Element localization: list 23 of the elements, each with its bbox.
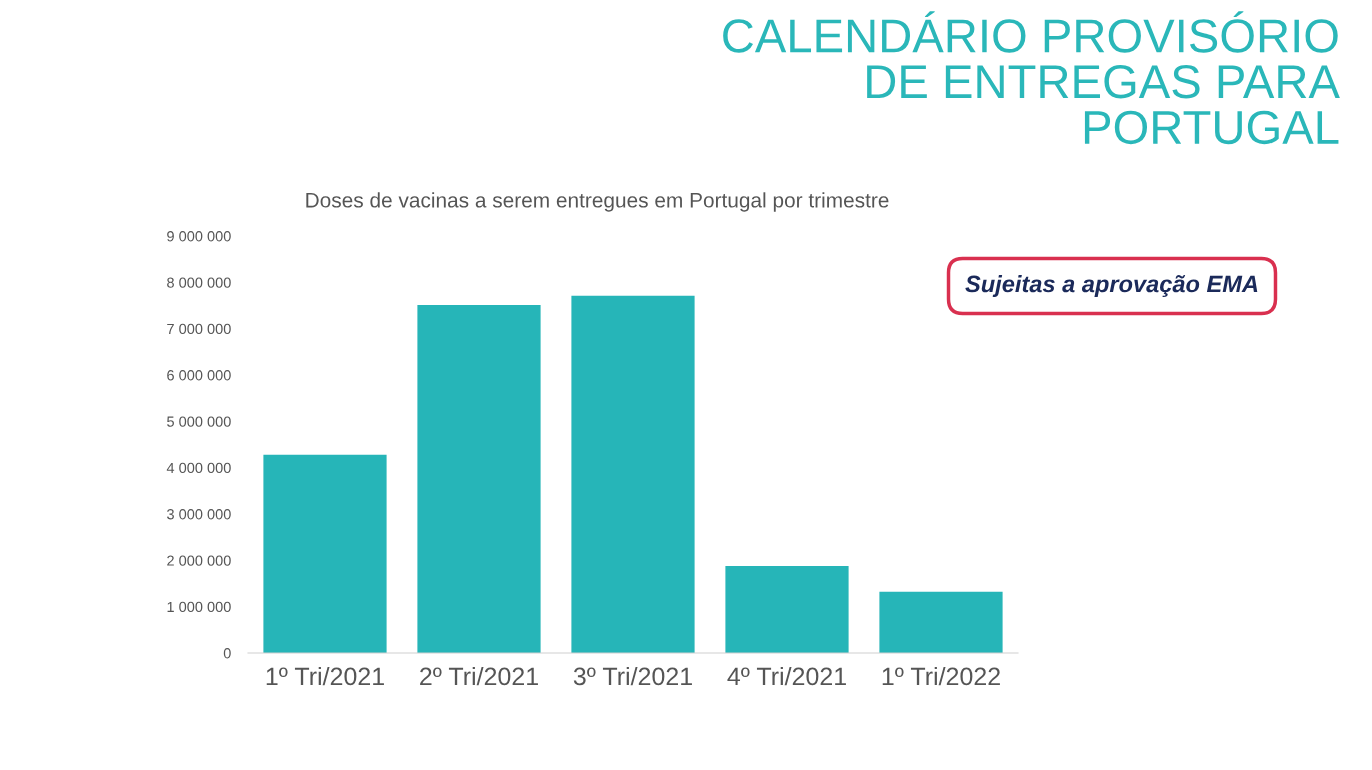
bar — [263, 454, 387, 653]
y-tick-label: 8 000 000 — [167, 277, 231, 288]
x-tick-label: 4º Tri/2021 — [727, 666, 846, 686]
bar — [725, 565, 849, 653]
y-tick-label: 2 000 000 — [167, 555, 231, 566]
x-tick-label: 1º Tri/2021 — [266, 666, 384, 686]
y-tick-label: 3 000 000 — [167, 509, 231, 520]
y-tick-label: 0 — [223, 648, 231, 659]
x-tick-label: 3º Tri/2021 — [573, 666, 692, 686]
y-tick-label: 9 000 000 — [167, 231, 231, 242]
chart-title: CALENDÁRIO PROVISÓRIO DE ENTREGAS PARA PORTUGAL — [723, 11, 1340, 145]
y-tick-label: 1 000 000 — [167, 601, 231, 613]
y-tick-label: 6 000 000 — [167, 370, 231, 381]
bar — [571, 295, 695, 653]
bar — [879, 591, 1003, 653]
y-tick-label: 5 000 000 — [167, 416, 231, 427]
y-tick-label: 7 000 000 — [167, 323, 231, 335]
chart-subtitle: Doses de vacinas a serem entregues em Portugal por trimestre — [306, 192, 889, 212]
y-tick-label: 4 000 000 — [166, 462, 231, 474]
annotation: Sujeitas a aprovação EMA — [965, 274, 1258, 297]
x-tick-label: 2º Tri/2021 — [420, 666, 538, 686]
bar — [417, 305, 541, 653]
x-tick-label: 1º Tri/2022 — [882, 666, 1000, 686]
